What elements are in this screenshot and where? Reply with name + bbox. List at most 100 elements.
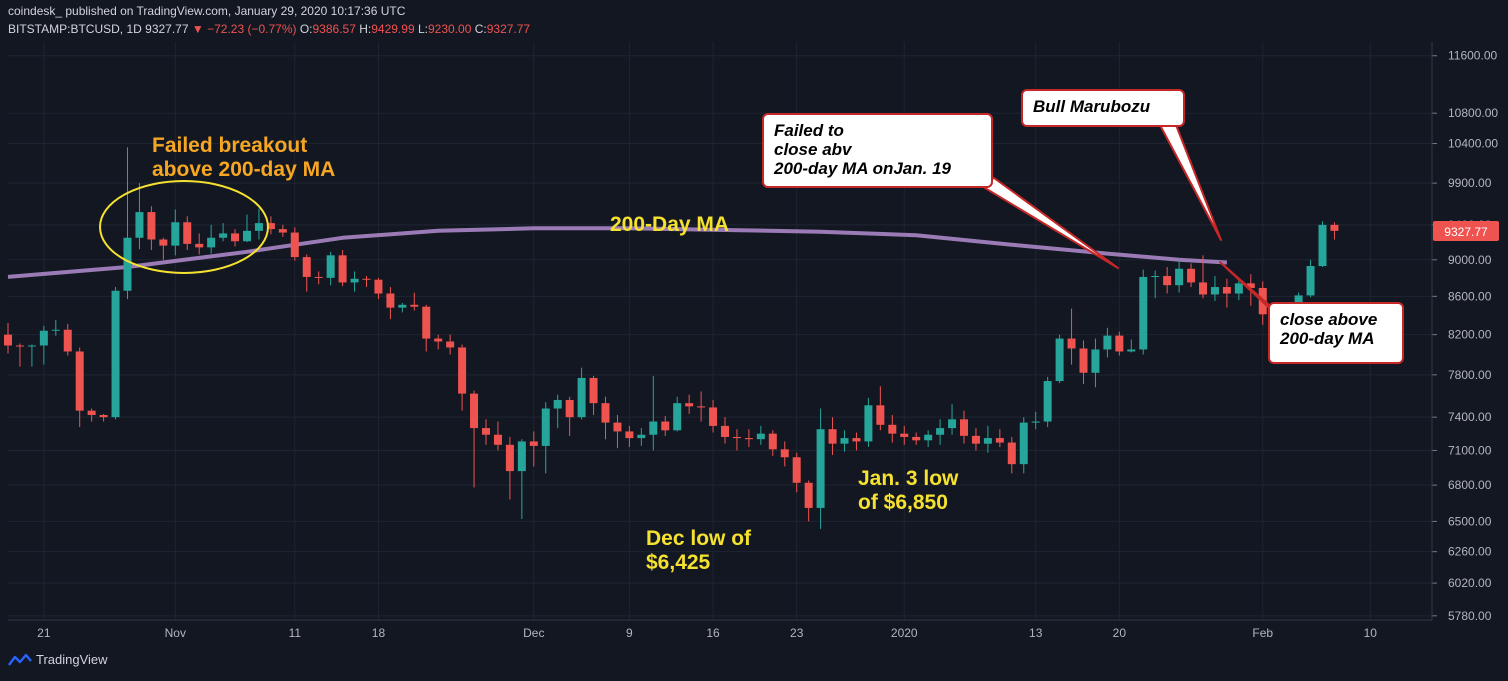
candle [756,425,765,445]
candle [888,414,897,443]
candle [302,254,311,292]
candle [983,425,992,453]
candle-body [709,407,718,426]
candle-body [254,223,263,231]
open-value: 9386.57 [312,22,356,36]
candle [936,419,945,445]
candle [649,375,658,451]
y-tick-label: 8600.00 [1448,289,1492,303]
y-tick-label: 7100.00 [1448,443,1492,457]
low-label: L: [417,22,428,36]
candle-body [1079,348,1088,373]
candle-body [1019,422,1028,465]
candle [517,439,526,519]
candle [804,480,813,522]
high-value: 9429.99 [371,22,415,36]
candle-body [111,290,120,418]
candle [135,183,144,250]
candle [1115,331,1124,356]
candle [1330,222,1339,240]
candle [840,430,849,452]
candle [1175,260,1184,293]
candle-body [912,436,921,441]
axes: 11600.0010800.0010400.009900.009400.0090… [8,42,1499,640]
candle-body [625,431,634,439]
candle [4,322,12,354]
candle-body [1187,268,1196,283]
candle [386,287,395,320]
candle [123,147,132,300]
candle-body [362,278,371,280]
candle [27,344,36,367]
candle [266,216,275,235]
ohlc-legend: BITSTAMP:BTCUSD, 1D 9327.77 ▼ −72.23 (−0… [8,22,530,36]
failed-breakout-text: Failed breakout above 200-day MA [152,134,335,181]
candle [350,271,359,292]
candle [721,417,729,444]
candle-body [553,399,562,409]
candle [51,320,60,336]
candle-body [410,304,419,307]
candle-body [1067,338,1076,349]
tradingview-brand[interactable]: TradingView [8,652,108,667]
candle-body [1031,421,1040,423]
x-tick-label: 21 [37,626,51,640]
candle-body [15,345,24,347]
candle-body [828,429,837,444]
candle-body [446,341,455,348]
candle [398,302,407,313]
close-label: C: [474,22,487,36]
candle [1210,276,1219,302]
candle [589,375,598,415]
candle-body [458,347,467,394]
close-value: 9327.77 [486,22,531,36]
candle-body [1007,442,1016,465]
y-tick-label: 7800.00 [1448,368,1492,382]
candle [493,421,502,451]
candle [553,394,562,429]
candle [326,251,335,286]
candle [338,250,347,287]
low-value: 9230.00 [427,22,472,36]
candle [374,277,383,300]
candle-body [1222,287,1231,294]
candle-body [1318,224,1327,267]
candle [99,413,108,422]
candle-body [661,421,670,431]
candle [625,425,634,448]
candle-body [816,429,825,508]
open-label: O: [299,22,313,36]
y-tick-label: 10800.00 [1448,106,1498,120]
candle [254,208,263,240]
candle-body [924,434,933,441]
candle [1187,263,1196,288]
dec-low-text: Dec low of $6,425 [646,527,752,574]
candle-body [1055,338,1064,382]
candle [732,429,741,451]
candle-body [470,393,479,429]
y-tick-label: 6260.00 [1448,545,1492,559]
candle [1019,417,1028,474]
candle-body [326,255,335,278]
candle [15,343,24,367]
x-tick-label: 10 [1364,626,1378,640]
candle-body [482,428,490,435]
y-tick-label: 11600.00 [1448,49,1497,63]
jan-low-text: Jan. 3 low of $6,850 [858,467,959,514]
candle [995,429,1004,448]
candle-body [159,239,168,246]
candle-body [398,304,407,308]
candle-body [147,212,156,240]
x-tick-label: 20 [1113,626,1127,640]
candle-body [195,243,204,248]
candle [505,436,514,500]
last-price: 9327.77 [145,22,189,36]
candle-body [39,330,48,346]
candle-body [1210,287,1219,295]
y-tick-label: 5780.00 [1448,609,1492,623]
candle-body [541,408,550,446]
candle-body [1139,276,1148,350]
y-tick-label: 6500.00 [1448,514,1492,528]
candle-body [1091,349,1100,373]
